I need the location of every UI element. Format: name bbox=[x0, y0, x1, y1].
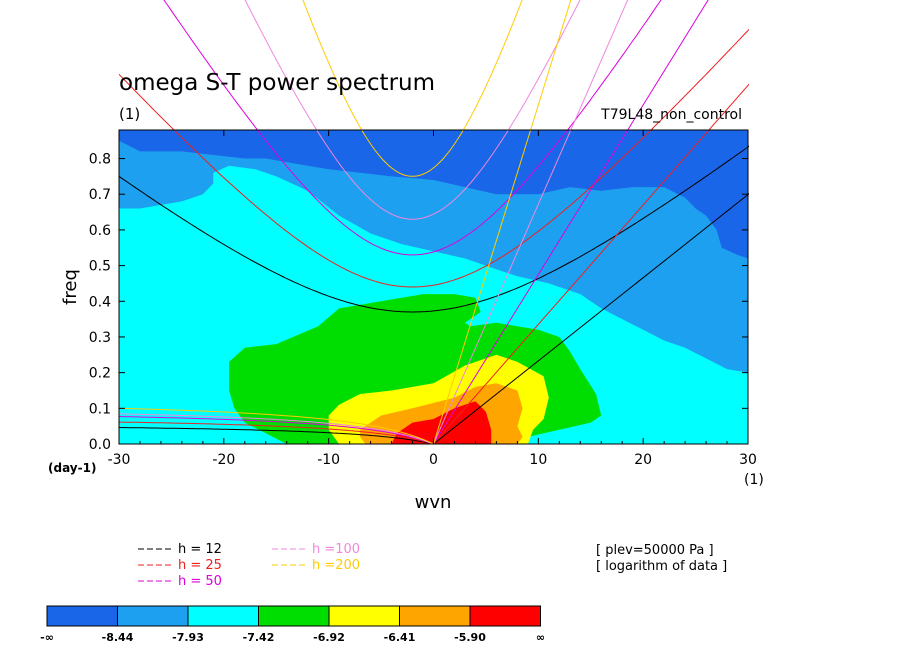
curve-50 bbox=[119, 0, 662, 444]
x-tick-label: 10 bbox=[529, 452, 547, 468]
axes: -30 -20 -10 0 10 20 30 0.0 0.1 0.2 0.3 0.4 0.5 0.6 0.7… bbox=[89, 130, 757, 468]
colorbar-label: -∞ bbox=[40, 631, 54, 644]
contour-fills bbox=[119, 130, 748, 444]
kelvin-line bbox=[433, 193, 749, 444]
curve-branch bbox=[119, 427, 434, 444]
curve-branch bbox=[119, 416, 434, 444]
y-units-label: (day-1) bbox=[48, 461, 96, 475]
colorbar-label: -7.93 bbox=[172, 631, 204, 644]
colorbar-swatch bbox=[258, 605, 330, 627]
kelvin-line bbox=[433, 0, 572, 444]
curve-200 bbox=[119, 0, 523, 444]
colorbar: -∞ -8.44 -7.93 -7.42 -6.92 -6.41 -5.90 ∞ bbox=[40, 605, 545, 644]
kelvin-line bbox=[433, 0, 709, 444]
kelvin-line bbox=[433, 83, 749, 444]
kelvin-line bbox=[433, 0, 629, 444]
curve-100 bbox=[119, 0, 581, 444]
curve-branch bbox=[119, 28, 749, 288]
legend-label: h =100 bbox=[312, 542, 360, 557]
colorbar-swatch bbox=[328, 605, 400, 627]
fill-level-6 bbox=[391, 401, 492, 444]
curve-branch bbox=[119, 407, 434, 444]
x-tick-label: -30 bbox=[108, 452, 131, 468]
y-tick-label: 0.0 bbox=[89, 437, 111, 453]
y-tick-label: 0.1 bbox=[89, 401, 111, 417]
colorbar-swatch bbox=[469, 605, 541, 627]
colorbar-label: -6.92 bbox=[313, 631, 345, 644]
x-tick-label: -10 bbox=[317, 452, 340, 468]
colorbar-swatch bbox=[399, 605, 471, 627]
x-axis-label: wvn bbox=[415, 492, 452, 513]
legend-label: h = 12 bbox=[178, 542, 222, 557]
y-tick-label: 0.7 bbox=[89, 187, 111, 203]
y-tick-label: 0.5 bbox=[89, 259, 111, 275]
legend-label: h =200 bbox=[312, 558, 360, 573]
x-tick-label: -20 bbox=[212, 452, 235, 468]
x-tick-label: 30 bbox=[739, 452, 757, 468]
x-tick-label: 20 bbox=[634, 452, 652, 468]
x-units-label: (1) bbox=[744, 472, 764, 488]
curve-branch bbox=[119, 421, 434, 444]
chart-title: omega S-T power spectrum bbox=[119, 70, 435, 96]
annotation-log: [ logarithm of data ] bbox=[596, 559, 727, 574]
colorbar-swatch bbox=[46, 605, 118, 627]
curve-12 bbox=[119, 145, 749, 444]
curve-branch bbox=[302, 0, 523, 177]
dataset-label: T79L48_non_control bbox=[600, 107, 742, 123]
y-tick-label: 0.2 bbox=[89, 366, 111, 382]
colorbar-label: -5.90 bbox=[454, 631, 486, 644]
legend-label: h = 25 bbox=[178, 558, 222, 573]
annotation-plev: [ plev=50000 Pa ] bbox=[596, 543, 714, 558]
x-tick-label: 0 bbox=[429, 452, 438, 468]
legend-label: h = 50 bbox=[178, 574, 222, 589]
curve-branch bbox=[119, 413, 434, 444]
curve-branch bbox=[163, 0, 662, 256]
colorbar-label: ∞ bbox=[536, 631, 545, 644]
y-tick-label: 0.4 bbox=[89, 294, 111, 310]
colorbar-swatch bbox=[117, 605, 189, 627]
curve-25 bbox=[119, 28, 749, 444]
units-label: (1) bbox=[119, 105, 140, 123]
colorbar-label: -8.44 bbox=[102, 631, 134, 644]
curve-branch bbox=[244, 0, 581, 220]
colorbar-label: -7.42 bbox=[243, 631, 275, 644]
colorbar-label: -6.41 bbox=[384, 631, 416, 644]
y-tick-label: 0.3 bbox=[89, 330, 111, 346]
curve-branch bbox=[119, 145, 749, 313]
y-tick-label: 0.8 bbox=[89, 152, 111, 168]
colorbar-swatch bbox=[187, 605, 259, 627]
y-tick-label: 0.6 bbox=[89, 223, 111, 239]
dispersion-curves bbox=[119, 0, 749, 444]
y-axis-label: freq bbox=[60, 269, 81, 305]
